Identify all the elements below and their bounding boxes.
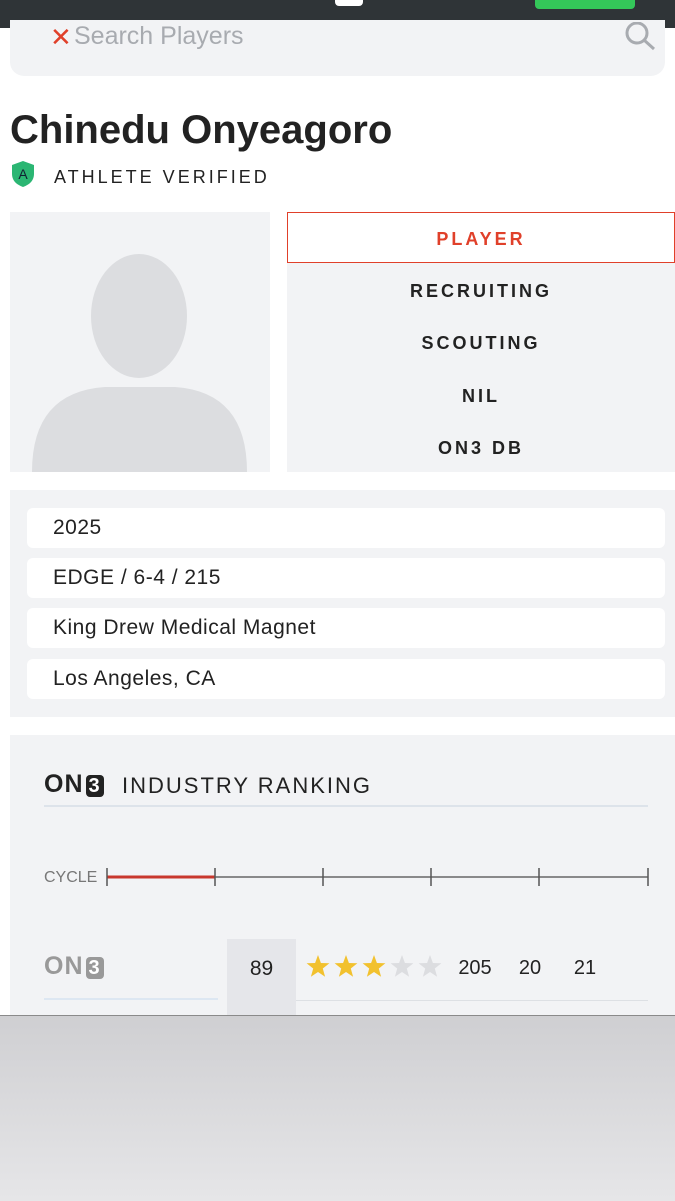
brand-number: 3 xyxy=(85,957,104,979)
tab[interactable]: RECRUITING xyxy=(410,281,552,301)
tab[interactable]: ON3 DB xyxy=(437,438,524,458)
star xyxy=(362,955,386,977)
bottom-overlay xyxy=(0,1015,675,1201)
player-name: Chinedu Onyeagoro xyxy=(10,108,393,152)
active-tab[interactable] xyxy=(287,212,675,263)
info-row: King Drew Medical Magnet xyxy=(27,608,665,648)
divider xyxy=(296,1000,648,1001)
ranking-title: INDUSTRY RANKING xyxy=(122,773,373,798)
state-rank: 21 xyxy=(573,957,597,979)
search-icon[interactable] xyxy=(624,22,658,52)
info-text: Los Angeles, CA xyxy=(53,667,216,690)
brand-number: 3 xyxy=(85,775,104,797)
tab[interactable]: NIL xyxy=(462,386,500,406)
player-photo xyxy=(10,212,270,472)
info-row: EDGE / 6-4 / 215 xyxy=(27,558,665,598)
info-row: Los Angeles, CA xyxy=(27,659,665,699)
national-rank: 205 xyxy=(458,957,492,979)
divider xyxy=(44,805,648,807)
info-row: 2025 xyxy=(27,508,665,548)
rating: 89 xyxy=(249,957,274,980)
star xyxy=(390,955,414,977)
info-text: EDGE / 6-4 / 215 xyxy=(53,566,221,589)
row-brand-logo: ON 3 xyxy=(44,952,104,981)
info-text: King Drew Medical Magnet xyxy=(53,616,316,639)
cycle-label: CYCLE xyxy=(44,869,98,886)
divider xyxy=(44,998,218,1000)
star-rating xyxy=(306,955,442,977)
brand-name: ON xyxy=(44,952,84,980)
position-rank: 20 xyxy=(518,957,542,979)
tab-icon[interactable] xyxy=(335,0,363,6)
tab[interactable]: SCOUTING xyxy=(421,333,541,353)
verified-badge: A xyxy=(12,161,34,187)
brand-name: ON xyxy=(44,770,84,798)
verified-label: ATHLETE VERIFIED xyxy=(54,167,270,187)
info-text: 2025 xyxy=(53,516,102,539)
clear-icon[interactable]: ✕ xyxy=(50,22,72,52)
green-button[interactable] xyxy=(535,0,635,9)
tab[interactable]: PLAYER xyxy=(436,229,526,249)
brand-logo: ON 3 xyxy=(44,770,104,799)
search-placeholder[interactable]: Search Players xyxy=(74,22,244,50)
cycle-timeline xyxy=(106,868,649,886)
badge-letter: A xyxy=(18,166,28,182)
star xyxy=(334,955,358,977)
star xyxy=(306,955,330,977)
search-box[interactable]: ✕ Search Players xyxy=(10,20,665,76)
star xyxy=(418,955,442,977)
rating-box xyxy=(227,939,296,1015)
